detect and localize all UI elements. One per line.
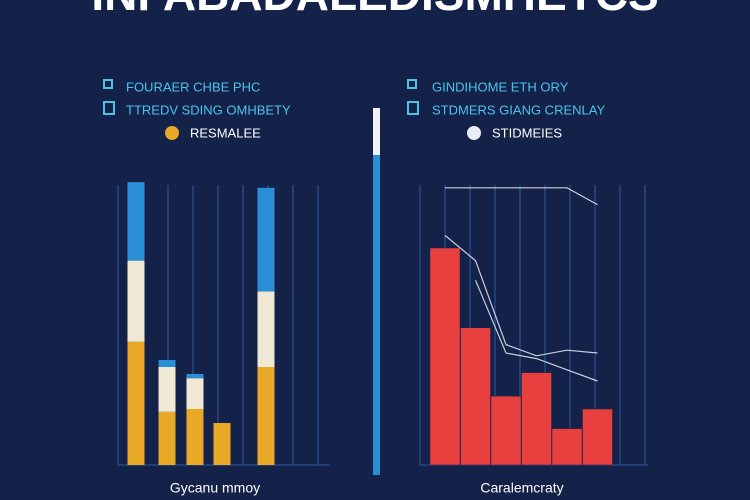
bar-segment [158, 411, 176, 465]
icons [103, 79, 419, 115]
chart-title: FOURAER CHBE PHC [126, 79, 260, 94]
legend-label: STIDMEIES [492, 125, 562, 140]
bar [460, 327, 491, 466]
x-axis-label: Caralemcraty [480, 480, 563, 496]
bar-segment [257, 291, 275, 367]
legend-marker [467, 126, 481, 140]
bar [490, 395, 522, 466]
chart-subtitle: TTREDV SDING OMHBETY [126, 102, 291, 117]
bar-segment [127, 182, 145, 261]
bar-segment [186, 374, 204, 379]
legend-label: RESMALEE [190, 125, 261, 140]
bar [429, 247, 461, 466]
x-axis-label: Gycanu mmoy [170, 480, 260, 496]
bar-segment [257, 367, 275, 465]
bar-segment [213, 423, 231, 465]
divider [373, 155, 380, 475]
divider-cap [373, 108, 380, 155]
legend-marker [165, 126, 179, 140]
chart-subtitle: STDMERS GIANG CRENLAY [432, 102, 605, 117]
line [444, 234, 598, 357]
bar-segment [186, 378, 204, 409]
chart-title: GINDIHOME ETH ORY [432, 79, 569, 94]
bar-segment [158, 360, 176, 367]
page-title: INFABADALEDISMHETCS [91, 0, 658, 20]
bar-segment [158, 367, 176, 412]
bar [582, 408, 613, 466]
bar-segment [127, 341, 145, 465]
line [445, 187, 598, 206]
bar [551, 428, 583, 466]
bar [521, 372, 552, 466]
line [474, 279, 598, 382]
bar-segment [186, 409, 204, 465]
bar-segment [257, 187, 275, 292]
bar-segment [127, 260, 145, 342]
